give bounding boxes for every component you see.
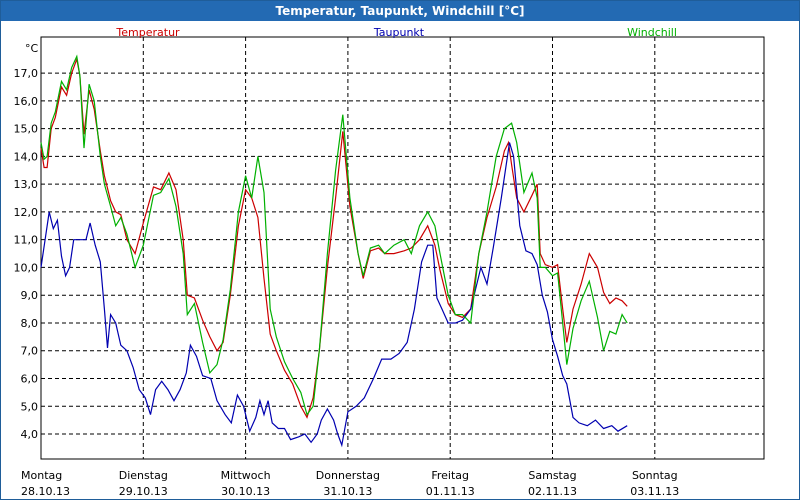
x-day-label: Freitag [431, 469, 469, 482]
series-lines [40, 54, 628, 448]
y-tick-label: 13,0 [14, 178, 39, 191]
x-day-label: Montag [21, 469, 62, 482]
x-day-label: Donnerstag [316, 469, 380, 482]
y-tick-labels: 4,0 5,0 6,0 7,0 8,0 9,0 10,0 11,0 12,0 13,0 14,0 15… [14, 67, 39, 441]
x-date-label: 02.11.13 [528, 485, 577, 498]
y-tick-label: 6,0 [21, 372, 39, 385]
y-tick-label: 15,0 [14, 123, 39, 136]
x-day-label: Mittwoch [221, 469, 271, 482]
y-tick-label: 11,0 [14, 234, 39, 247]
x-date-label: 03.11.13 [630, 485, 679, 498]
x-day-label: Sonntag [632, 469, 678, 482]
x-day-label: Dienstag [119, 469, 168, 482]
chart-title: Temperatur, Taupunkt, Windchill [°C] [1, 1, 799, 21]
series-line-windchill [40, 54, 628, 416]
legend-taupunkt: Taupunkt [373, 26, 425, 39]
x-date-label: 28.10.13 [21, 485, 70, 498]
series-line-taupunkt [40, 142, 628, 448]
legend-windchill: Windchill [627, 26, 677, 39]
x-tick-labels: Montag 28.10.13 Dienstag 29.10.13 Mittwoch 30… [21, 469, 679, 498]
y-tick-label: 10,0 [14, 261, 39, 274]
y-axis-unit: °C [25, 42, 39, 55]
x-date-label: 29.10.13 [119, 485, 168, 498]
y-tick-label: 16,0 [14, 95, 39, 108]
y-tick-label: 7,0 [21, 345, 39, 358]
y-tick-label: 17,0 [14, 67, 39, 80]
y-tick-label: 8,0 [21, 317, 39, 330]
y-tick-label: 14,0 [14, 150, 39, 163]
grid [41, 37, 764, 459]
legend-temperatur: Temperatur [115, 26, 180, 39]
y-tick-label: 12,0 [14, 206, 39, 219]
chart-svg: 4,0 5,0 6,0 7,0 8,0 9,0 10,0 11,0 12,0 13,0 14,0 15… [14, 26, 765, 498]
x-date-label: 30.10.13 [221, 485, 270, 498]
x-date-label: 01.11.13 [426, 485, 475, 498]
y-tick-label: 9,0 [21, 289, 39, 302]
x-date-label: 31.10.13 [323, 485, 372, 498]
plot-area [40, 36, 765, 460]
y-tick-label: 4,0 [21, 428, 39, 441]
x-day-label: Samstag [528, 469, 576, 482]
y-tick-label: 5,0 [21, 400, 39, 413]
